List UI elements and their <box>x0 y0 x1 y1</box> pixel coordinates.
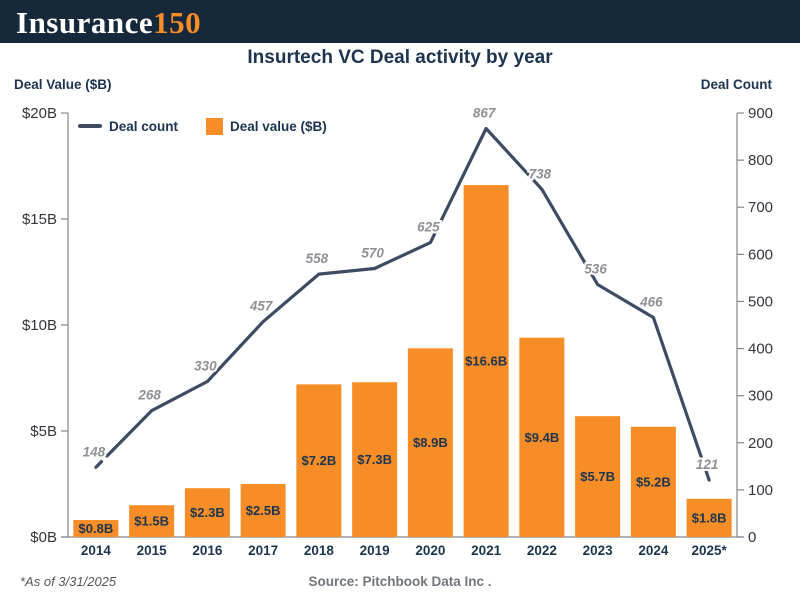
bar-value-label: $0.8B <box>79 521 114 536</box>
legend-deal-count-label: Deal count <box>109 118 179 134</box>
legend-line-swatch <box>78 124 102 128</box>
deal-value-bar <box>73 520 119 537</box>
x-axis-year-label: 2021 <box>471 543 502 558</box>
header-bar: Insurance150 <box>0 0 800 43</box>
line-point-label: 148 <box>83 444 106 459</box>
deal-count-line <box>105 126 703 459</box>
left-axis-tick-label: $15B <box>22 211 57 228</box>
line-point-label: 558 <box>306 251 329 266</box>
x-axis-year-label: 2016 <box>192 543 223 558</box>
bar-value-label: $9.4B <box>525 430 560 445</box>
deal-value-bar <box>184 488 230 537</box>
bar-value-label: $7.2B <box>302 453 337 468</box>
line-point-label: 570 <box>361 245 384 260</box>
x-axis-year-label: 2024 <box>638 543 669 558</box>
right-axis-tick-label: 900 <box>748 105 773 122</box>
deal-count-line-end-stub <box>704 468 711 482</box>
brand-logo: Insurance150 <box>16 0 201 43</box>
right-axis-tick-label: 600 <box>748 246 773 263</box>
line-point-label: 121 <box>696 457 719 472</box>
bar-value-label: $2.5B <box>246 503 281 518</box>
bar-value-label: $5.7B <box>580 469 615 484</box>
source-attribution: Source: Pitchbook Data Inc . <box>308 574 492 589</box>
x-axis-year-label: 2017 <box>248 543 278 558</box>
bar-value-label: $1.8B <box>692 510 727 525</box>
right-axis-tick-label: 800 <box>748 152 773 169</box>
x-axis-year-label: 2020 <box>415 543 445 558</box>
x-axis-year-label: 2019 <box>360 543 390 558</box>
line-point-label: 330 <box>194 359 217 374</box>
right-axis-tick-label: 300 <box>748 388 773 405</box>
right-axis-tick-label: 700 <box>748 199 773 216</box>
deal-value-bar <box>129 505 175 537</box>
line-point-label: 625 <box>417 220 440 235</box>
deal-value-bar <box>296 384 342 537</box>
deal-value-bar <box>519 337 565 537</box>
left-axis-tick-label: $5B <box>30 423 57 440</box>
footnote-as-of-date: *As of 3/31/2025 <box>20 574 117 589</box>
deal-value-bar <box>463 185 509 537</box>
chart-title: Insurtech VC Deal activity by year <box>247 47 553 68</box>
line-point-label: 268 <box>137 388 161 403</box>
brand-logo-text: Insurance <box>16 5 154 40</box>
bar-value-label: $16.6B <box>465 354 507 369</box>
deal-count-line-start-stub <box>94 460 104 469</box>
line-point-label: 867 <box>473 106 497 121</box>
deal-value-bar <box>630 426 676 537</box>
right-axis-tick-label: 200 <box>748 435 773 452</box>
x-axis-year-label: 2015 <box>137 543 168 558</box>
right-axis-tick-label: 100 <box>748 482 773 499</box>
bar-value-label: $1.5B <box>134 514 169 529</box>
bar-value-label: $7.3B <box>357 452 392 467</box>
bar-value-label: $8.9B <box>413 435 448 450</box>
bar-value-label: $2.3B <box>190 505 225 520</box>
deal-value-bar <box>686 498 732 537</box>
right-axis-tick-label: 400 <box>748 341 773 358</box>
line-point-label: 466 <box>639 294 663 309</box>
x-axis-year-label: 2025* <box>691 543 727 558</box>
line-point-label: 457 <box>249 299 274 314</box>
x-axis-year-label: 2014 <box>81 543 112 558</box>
left-axis-tick-label: $20B <box>22 105 57 122</box>
x-axis-year-label: 2023 <box>583 543 614 558</box>
brand-logo-accent: 150 <box>153 5 202 40</box>
deal-value-bar <box>407 348 453 537</box>
x-axis-year-label: 2022 <box>527 543 557 558</box>
right-axis-title: Deal Count <box>700 77 772 92</box>
left-axis-title: Deal Value ($B) <box>14 77 112 92</box>
deal-value-bar <box>575 416 621 537</box>
legend-bar-swatch <box>206 117 224 135</box>
right-axis-tick-label: 500 <box>748 293 773 310</box>
line-point-label: 536 <box>584 261 607 276</box>
deal-value-bar <box>352 382 398 537</box>
bar-value-label: $5.2B <box>636 474 671 489</box>
x-axis-year-label: 2018 <box>304 543 335 558</box>
left-axis-tick-label: $10B <box>22 317 57 334</box>
right-axis-tick-label: 0 <box>748 529 756 546</box>
line-point-label: 738 <box>529 166 552 181</box>
left-axis-tick-label: $0B <box>30 529 57 546</box>
deal-value-bar <box>240 484 286 537</box>
legend-deal-value-label: Deal value ($B) <box>230 118 327 134</box>
chart-legend: Deal count Deal value ($B) <box>78 116 327 136</box>
